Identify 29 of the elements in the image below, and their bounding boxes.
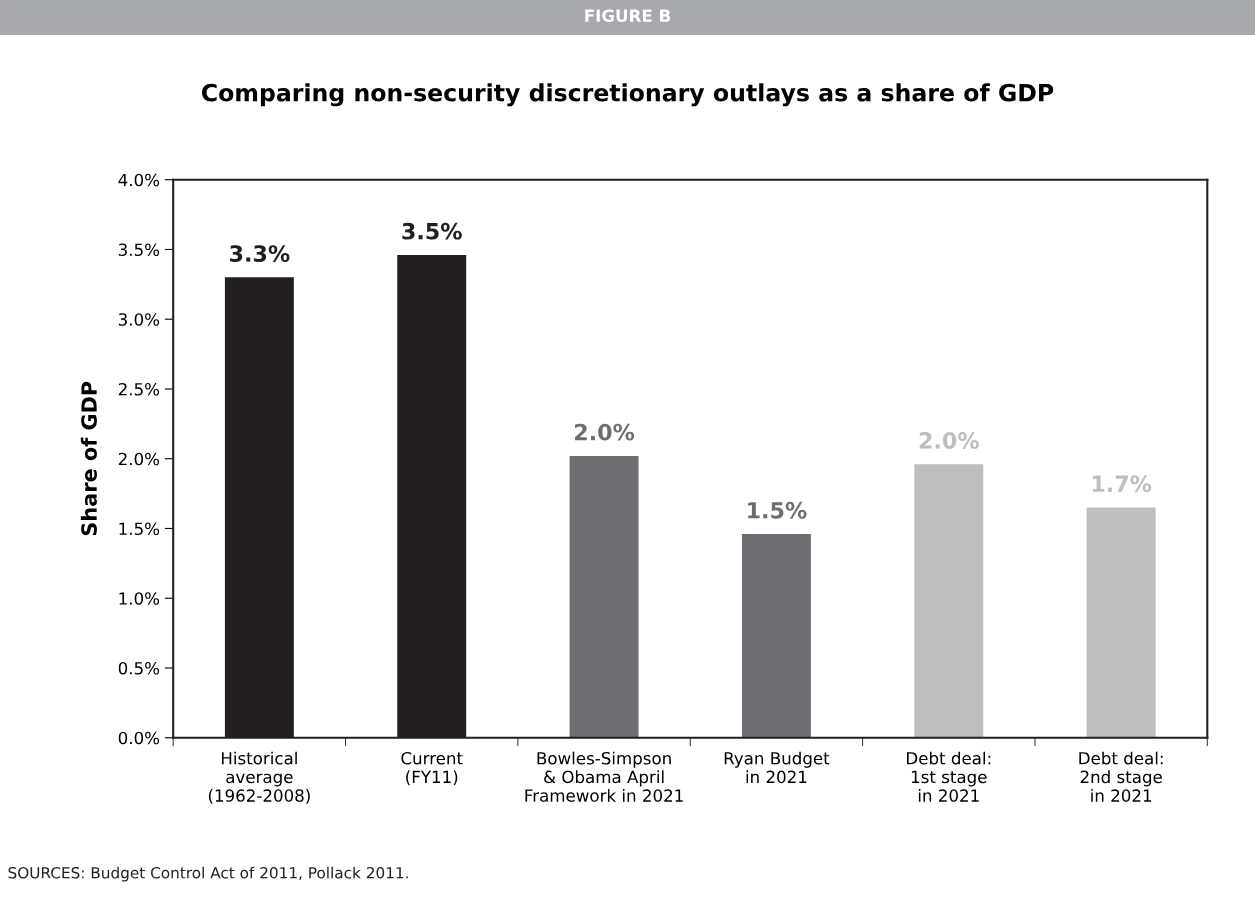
data-label: 1.7%	[1092, 475, 1152, 493]
text: FIGURE B	[585, 9, 671, 22]
y-tick-label: 3.5%	[118, 243, 160, 257]
y-tick-label: 1.0%	[119, 592, 160, 605]
bar	[914, 464, 984, 738]
x-tick-label: Bowles-Simpson & Obama April Framework in 2021	[525, 751, 683, 802]
y-tick-label: 0.5%	[118, 661, 160, 675]
source-note: SOURCES: Budget Control Act of 2011, Pollack 2011.	[8, 866, 408, 882]
y-tick-label: 4.0%	[118, 173, 160, 187]
x-tick-label: Debt deal: 1st stage in 2021	[907, 751, 991, 802]
x-tick-label: Debt deal: 2nd stage in 2021	[1079, 751, 1163, 802]
y-tick-label: 0.0%	[118, 731, 160, 745]
bar	[741, 534, 811, 738]
data-label: 3.5%	[402, 222, 462, 240]
y-tick-label: 1.5%	[119, 522, 160, 536]
bar	[1086, 507, 1156, 738]
x-tick-label: Ryan Budget in 2021	[724, 751, 830, 784]
y-tick-label: 3.0%	[118, 313, 160, 326]
x-tick-label: Current (FY11)	[401, 751, 463, 786]
data-label: 2.0%	[919, 432, 979, 449]
y-tick-label: 2.5%	[118, 382, 160, 396]
x-tick-label: Historical average (1962-2008)	[208, 751, 310, 804]
data-label: 3.3%	[230, 245, 290, 262]
chart-title: Comparing non-security discretionary outlays as a share of GDP	[201, 83, 1054, 107]
y-tick-label: 2.0%	[118, 452, 160, 466]
bar	[569, 455, 639, 738]
data-label: 2.0%	[575, 423, 635, 441]
data-label: 1.5%	[748, 501, 807, 519]
y-axis-title: Share of GDP	[80, 381, 97, 536]
